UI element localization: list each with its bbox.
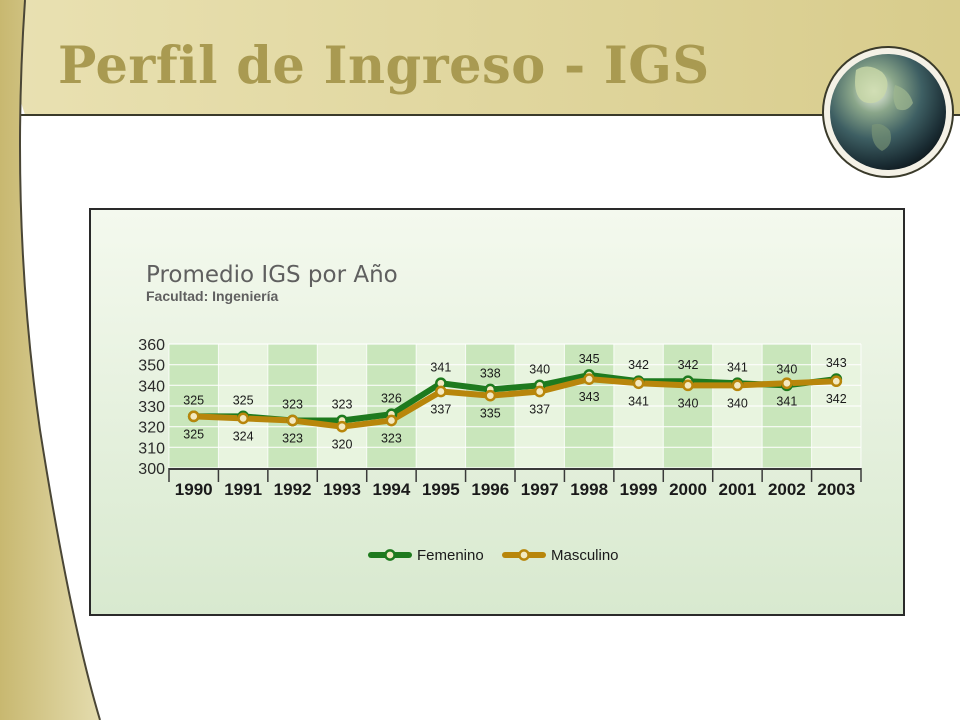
y-tick-label: 320 bbox=[138, 420, 165, 437]
data-label-masculino: 325 bbox=[183, 427, 204, 441]
data-label-femenino: 340 bbox=[776, 362, 797, 376]
chart-subtitle: Facultad: Ingeniería bbox=[146, 288, 278, 304]
data-point-masculino bbox=[286, 414, 299, 427]
data-point-masculino bbox=[583, 373, 595, 385]
data-label-masculino: 340 bbox=[678, 396, 699, 410]
data-point-masculino bbox=[682, 379, 694, 392]
data-label-masculino: 337 bbox=[430, 403, 451, 417]
data-label-masculino: 341 bbox=[776, 394, 797, 408]
x-tick-label: 1991 bbox=[224, 480, 262, 499]
legend-label-masculino: Masculino bbox=[551, 547, 619, 564]
x-tick-label: 1993 bbox=[323, 480, 361, 499]
legend-marker-femenino bbox=[384, 549, 396, 561]
x-tick-label: 1992 bbox=[274, 480, 312, 499]
data-point-masculino bbox=[237, 412, 249, 425]
data-label-masculino: 342 bbox=[826, 392, 847, 406]
data-label-femenino: 338 bbox=[480, 366, 501, 380]
x-tick-label: 2002 bbox=[768, 480, 806, 499]
data-point-masculino bbox=[385, 414, 398, 427]
y-tick-label: 310 bbox=[138, 440, 165, 457]
data-label-masculino: 320 bbox=[332, 438, 353, 452]
x-tick-label: 1996 bbox=[471, 480, 509, 499]
y-tick-label: 350 bbox=[138, 358, 165, 375]
legend-marker-masculino bbox=[518, 549, 530, 561]
x-tick-label: 1997 bbox=[521, 480, 559, 499]
data-label-masculino: 324 bbox=[233, 429, 254, 443]
x-tick-label: 1990 bbox=[175, 480, 213, 499]
slide-title: Perfil de Ingreso - IGS bbox=[58, 36, 710, 96]
data-label-femenino: 326 bbox=[381, 391, 402, 405]
data-label-femenino: 341 bbox=[430, 360, 451, 374]
data-label-femenino: 342 bbox=[628, 358, 649, 372]
x-tick-label: 1999 bbox=[620, 480, 658, 499]
data-label-femenino: 323 bbox=[282, 397, 303, 411]
x-tick-label: 1998 bbox=[570, 480, 608, 499]
chart: Promedio IGS por Año Facultad: Ingenierí… bbox=[138, 262, 862, 564]
x-tick-label: 1995 bbox=[422, 480, 460, 499]
data-point-masculino bbox=[435, 385, 447, 398]
data-point-masculino bbox=[632, 377, 645, 390]
series-line-masculino bbox=[190, 376, 840, 430]
data-label-masculino: 340 bbox=[727, 396, 748, 410]
x-tick-label: 1994 bbox=[373, 480, 411, 499]
data-point-masculino bbox=[533, 385, 546, 398]
data-point-masculino bbox=[830, 375, 843, 388]
x-tick-label: 2000 bbox=[669, 480, 707, 499]
data-label-femenino: 325 bbox=[183, 393, 204, 407]
chart-frame: Promedio IGS por Año Facultad: Ingenierí… bbox=[89, 208, 905, 616]
data-point-masculino bbox=[187, 410, 200, 423]
data-label-masculino: 323 bbox=[282, 431, 303, 445]
x-tick-label: 2003 bbox=[817, 480, 855, 499]
data-label-masculino: 337 bbox=[529, 403, 550, 417]
legend-label-femenino: Femenino bbox=[417, 547, 484, 564]
data-label-femenino: 341 bbox=[727, 360, 748, 374]
data-point-masculino bbox=[731, 379, 744, 392]
data-label-masculino: 335 bbox=[480, 407, 501, 421]
data-point-masculino bbox=[336, 420, 348, 433]
y-tick-label: 330 bbox=[138, 399, 165, 416]
data-point-masculino bbox=[781, 377, 793, 390]
data-label-masculino: 323 bbox=[381, 431, 402, 445]
data-label-masculino: 343 bbox=[579, 390, 600, 404]
data-label-femenino: 345 bbox=[579, 352, 600, 366]
data-label-femenino: 340 bbox=[529, 362, 550, 376]
y-tick-label: 360 bbox=[138, 337, 165, 354]
data-label-femenino: 325 bbox=[233, 393, 254, 407]
chart-title: Promedio IGS por Año bbox=[146, 262, 398, 288]
data-point-masculino bbox=[484, 389, 497, 402]
x-tick-label: 2001 bbox=[719, 480, 757, 499]
data-label-femenino: 343 bbox=[826, 356, 847, 370]
data-label-masculino: 341 bbox=[628, 394, 649, 408]
y-tick-label: 300 bbox=[138, 461, 165, 478]
data-label-femenino: 342 bbox=[678, 358, 699, 372]
data-label-femenino: 323 bbox=[332, 397, 353, 411]
y-tick-label: 340 bbox=[138, 378, 165, 395]
